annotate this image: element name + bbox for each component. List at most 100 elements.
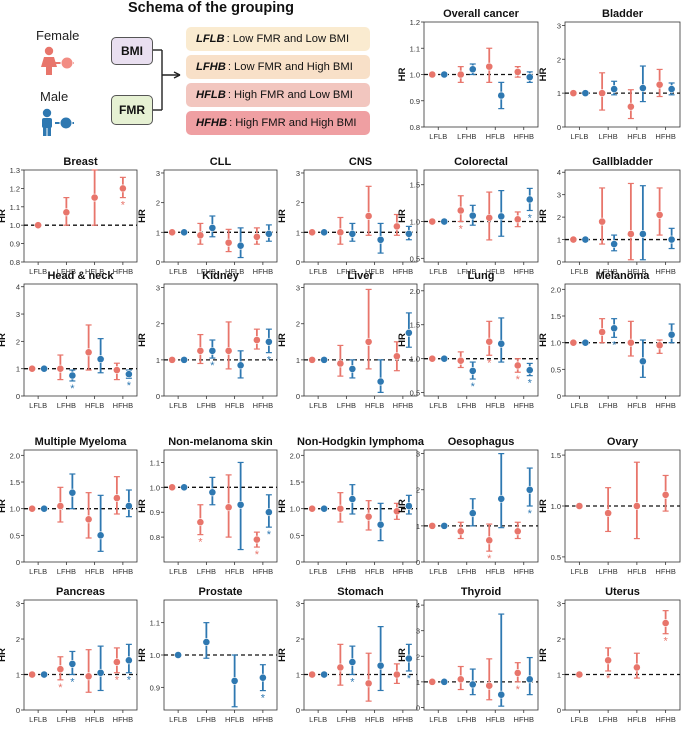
breast-xtick-label: HFHB bbox=[113, 267, 133, 276]
melanoma-ylabel: HR bbox=[538, 333, 549, 347]
cll-ytick-label: 1 bbox=[156, 228, 160, 237]
head-neck-male-significance-mark: * bbox=[127, 380, 132, 392]
prostate-male-significance-mark: * bbox=[261, 693, 266, 705]
stomach-female-point-hflb bbox=[364, 679, 373, 688]
cns-ytick-label: 3 bbox=[296, 169, 300, 178]
head-neck-ytick-label: 4 bbox=[16, 283, 20, 292]
stomach-title: Stomach bbox=[337, 586, 384, 598]
breast-ytick-label: 0.9 bbox=[10, 240, 20, 249]
cns-female-point-lflb bbox=[308, 228, 317, 237]
overall-cancer-male-point-lfhb bbox=[468, 65, 477, 74]
non-melanoma-skin-female-significance-mark: * bbox=[255, 549, 260, 561]
non-hodgkin-lymphoma-female-point-lflb bbox=[308, 504, 317, 513]
head-neck-ytick-label: 3 bbox=[16, 310, 20, 319]
connector-lines bbox=[152, 49, 181, 111]
gallbladder-male-point-lflb bbox=[581, 235, 590, 244]
bladder-xtick-label: LFLB bbox=[570, 132, 588, 141]
panel-ovary: Ovary HR 0.5 1.0 1.5 LFLB LFHB HFLB HFHB bbox=[538, 436, 681, 576]
colorectal-ytick-label: 1.0 bbox=[410, 218, 420, 227]
liver-male-point-hfhb bbox=[404, 328, 413, 337]
thyroid-ytick-label: 1 bbox=[416, 678, 420, 687]
cns-male-point-hflb bbox=[376, 235, 385, 244]
non-melanoma-skin-xtick-label: LFHB bbox=[197, 567, 216, 576]
bladder-xtick-label: LFHB bbox=[599, 132, 618, 141]
cll-female-point-lfhb bbox=[196, 231, 205, 240]
non-hodgkin-lymphoma-xtick-label: HFLB bbox=[365, 567, 384, 576]
multiple-myeloma-ytick-label: 1.5 bbox=[10, 478, 20, 487]
uterus-female-point-hflb bbox=[632, 663, 641, 672]
non-melanoma-skin-male-point-hflb bbox=[236, 500, 245, 509]
non-hodgkin-lymphoma-frame bbox=[303, 449, 418, 563]
pancreas-xtick-label: LFHB bbox=[57, 715, 76, 724]
prostate-title: Prostate bbox=[198, 586, 242, 598]
liver-xtick-label: HFHB bbox=[393, 401, 413, 410]
breast-ylabel: HR bbox=[0, 209, 8, 223]
head-neck-ylabel: HR bbox=[0, 333, 8, 347]
pancreas-male-point-hflb bbox=[96, 668, 105, 677]
prostate-male-point-hfhb bbox=[258, 673, 267, 682]
non-hodgkin-lymphoma-xtick-label: HFHB bbox=[393, 567, 413, 576]
head-neck-male-point-hfhb bbox=[124, 370, 133, 379]
uterus-ytick-label: 2 bbox=[557, 635, 561, 644]
oesophagus-male-point-lfhb bbox=[468, 509, 477, 518]
panel-cns: CNS HR 0 1 2 3 LFLB LFHB HFLB HFHB bbox=[277, 156, 418, 276]
overall-cancer-ytick-label: 1.2 bbox=[410, 18, 420, 27]
stomach-male-significance-mark: * bbox=[350, 677, 355, 689]
bladder-ytick-label: 0 bbox=[557, 123, 561, 132]
uterus-xtick-label: HFLB bbox=[627, 715, 646, 724]
gallbladder-ylabel: HR bbox=[538, 209, 549, 223]
stomach-male-significance-mark: * bbox=[407, 673, 412, 685]
overall-cancer-title: Overall cancer bbox=[443, 8, 520, 20]
stomach-ytick-label: 3 bbox=[296, 600, 300, 609]
non-melanoma-skin-male-point-hfhb bbox=[264, 508, 273, 517]
lung-male-point-hflb bbox=[497, 339, 506, 348]
kidney-female-point-hflb bbox=[224, 346, 233, 355]
bladder-title: Bladder bbox=[602, 8, 644, 20]
panel-bladder: Bladder HR 0 1 2 3 LFLB LFHB HFLB HFHB bbox=[538, 8, 681, 141]
non-hodgkin-lymphoma-male-point-hflb bbox=[376, 520, 385, 529]
stomach-xtick-label: HFHB bbox=[393, 715, 413, 724]
pancreas-male-point-lflb bbox=[40, 670, 49, 679]
bladder-ylabel: HR bbox=[538, 68, 549, 82]
bladder-female-point-hflb bbox=[626, 102, 635, 111]
ovary-female-point-hflb bbox=[632, 502, 641, 510]
pancreas-title: Pancreas bbox=[56, 586, 105, 598]
gallbladder-ytick-label: 1 bbox=[557, 236, 561, 245]
panel-melanoma: Melanoma HR 0 0.5 1.0 1.5 2.0 LFLB LFHB HFLB HFHB * bbox=[538, 270, 681, 410]
cll-xtick-label: LFLB bbox=[169, 267, 187, 276]
lung-ylabel: HR bbox=[397, 333, 408, 347]
kidney-female-point-lflb bbox=[168, 355, 177, 364]
kidney-male-significance-mark: * bbox=[210, 360, 215, 372]
breast-female-point-hfhb bbox=[118, 184, 127, 193]
thyroid-female-point-hflb bbox=[485, 681, 494, 690]
oesophagus-xtick-label: HFLB bbox=[486, 567, 505, 576]
head-neck-female-point-lflb bbox=[28, 364, 37, 373]
overall-cancer-ytick-label: 1.0 bbox=[410, 71, 420, 80]
liver-frame bbox=[303, 283, 418, 397]
stomach-female-point-hfhb bbox=[392, 670, 401, 679]
thyroid-male-point-hflb bbox=[497, 690, 506, 699]
female-label: Female bbox=[36, 28, 80, 43]
non-hodgkin-lymphoma-ytick-label: 0 bbox=[296, 558, 300, 567]
panel-kidney: Kidney HR 0 1 2 3 LFLB LFHB HFLB HFHB * * bbox=[137, 270, 278, 410]
head-neck-male-point-lflb bbox=[40, 364, 49, 373]
stomach-xtick-label: LFLB bbox=[309, 715, 327, 724]
bladder-male-point-hflb bbox=[638, 84, 647, 92]
kidney-ytick-label: 0 bbox=[156, 392, 160, 401]
overall-cancer-female-point-hflb bbox=[485, 62, 494, 71]
multiple-myeloma-male-point-lflb bbox=[40, 504, 49, 513]
cns-ytick-label: 2 bbox=[296, 199, 300, 208]
colorectal-male-significance-mark: * bbox=[528, 212, 533, 224]
colorectal-xtick-label: LFLB bbox=[429, 267, 447, 276]
non-melanoma-skin-ytick-label: 1.0 bbox=[150, 483, 160, 492]
cns-xtick-label: LFLB bbox=[309, 267, 327, 276]
breast-xtick-label: LFLB bbox=[29, 267, 47, 276]
head-neck-xtick-label: HFLB bbox=[85, 401, 104, 410]
uterus-female-significance-mark: * bbox=[663, 636, 668, 648]
liver-male-point-lfhb bbox=[348, 365, 357, 373]
non-melanoma-skin-frame bbox=[163, 449, 278, 563]
kidney-male-significance-mark: * bbox=[267, 355, 272, 367]
kidney-xtick-label: HFLB bbox=[225, 401, 244, 410]
cns-female-point-hfhb bbox=[392, 222, 401, 231]
bladder-female-point-lfhb bbox=[598, 89, 607, 98]
